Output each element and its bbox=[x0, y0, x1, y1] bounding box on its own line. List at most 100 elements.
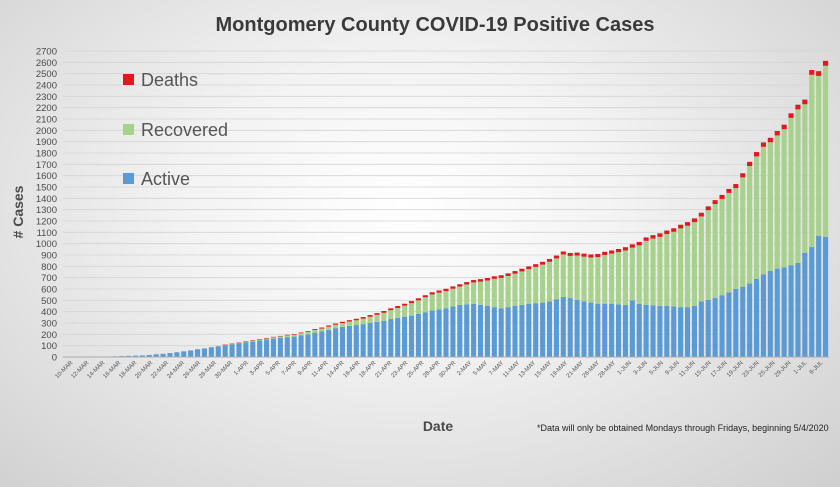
bar-deaths bbox=[574, 252, 580, 256]
bar-active bbox=[250, 341, 256, 357]
bar-active bbox=[802, 252, 808, 357]
bar-active bbox=[698, 301, 704, 357]
bar-deaths bbox=[560, 251, 566, 255]
bar-active bbox=[671, 306, 677, 357]
bar-active bbox=[360, 324, 366, 357]
bar-deaths bbox=[464, 282, 470, 285]
x-tick-label: 19-JUN bbox=[726, 360, 745, 379]
bar-recovered bbox=[781, 129, 787, 268]
bar-deaths bbox=[747, 161, 753, 167]
bar-active bbox=[719, 295, 725, 357]
bar-deaths bbox=[381, 310, 387, 313]
bar-active bbox=[733, 289, 739, 357]
bar-recovered bbox=[609, 253, 615, 304]
bar-recovered bbox=[698, 216, 704, 302]
legend-swatch-recovered bbox=[123, 124, 134, 135]
bar-deaths bbox=[346, 320, 352, 322]
bar-recovered bbox=[333, 324, 339, 329]
legend-label-active: Active bbox=[141, 169, 190, 189]
bar-recovered bbox=[788, 117, 794, 266]
bar-recovered bbox=[215, 345, 221, 347]
y-tick-label: 700 bbox=[41, 273, 57, 284]
bar-active bbox=[747, 283, 753, 357]
bar-recovered bbox=[519, 271, 525, 305]
bar-deaths bbox=[581, 253, 587, 257]
bar-deaths bbox=[298, 332, 304, 334]
bar-deaths bbox=[319, 327, 325, 329]
x-tick-label: 28-MAY bbox=[598, 360, 617, 379]
x-tick-label: 5-MAY bbox=[472, 360, 489, 377]
x-tick-label: 5-APR bbox=[265, 360, 282, 377]
x-tick-label: 6-JUL bbox=[809, 360, 825, 376]
footnote: *Data will only be obtained Mondays thro… bbox=[537, 423, 829, 433]
y-tick-label: 0 bbox=[52, 353, 57, 364]
bar-active bbox=[464, 304, 470, 357]
bar-deaths bbox=[443, 288, 449, 292]
bar-active bbox=[429, 310, 435, 357]
bar-deaths bbox=[684, 222, 691, 226]
y-tick-label: 1000 bbox=[36, 239, 57, 250]
bar-recovered bbox=[581, 256, 587, 302]
bar-deaths bbox=[284, 334, 290, 336]
bar-active bbox=[291, 336, 297, 357]
bar-deaths bbox=[326, 325, 332, 327]
bar-recovered bbox=[429, 294, 435, 311]
bar-recovered bbox=[339, 323, 346, 327]
x-tick-label: 5-JUN bbox=[649, 360, 665, 376]
bar-recovered bbox=[546, 261, 553, 302]
y-tick-label: 400 bbox=[41, 307, 57, 318]
y-tick-label: 2100 bbox=[36, 115, 57, 126]
bar-deaths bbox=[305, 331, 311, 332]
bar-recovered bbox=[505, 275, 511, 308]
y-tick-label: 2300 bbox=[36, 92, 57, 103]
bar-recovered bbox=[277, 336, 283, 338]
bar-active bbox=[477, 304, 484, 357]
bar-deaths bbox=[629, 244, 635, 248]
bar-active bbox=[422, 312, 428, 357]
bar-recovered bbox=[553, 258, 559, 300]
bar-active bbox=[402, 316, 408, 357]
bar-active bbox=[201, 348, 208, 357]
bar-recovered bbox=[443, 291, 449, 309]
x-tick-label: 29-JUN bbox=[774, 360, 793, 379]
bar-active bbox=[132, 355, 139, 357]
bar-active bbox=[443, 308, 449, 357]
bar-deaths bbox=[395, 306, 401, 308]
bar-active bbox=[346, 325, 352, 357]
x-tick-label: 17-JUN bbox=[710, 360, 729, 379]
bar-deaths bbox=[671, 228, 677, 232]
bar-recovered bbox=[201, 348, 208, 349]
bar-recovered bbox=[367, 316, 373, 323]
bar-active bbox=[622, 304, 628, 357]
bar-active bbox=[567, 298, 573, 357]
y-tick-label: 300 bbox=[41, 319, 57, 330]
bar-recovered bbox=[588, 257, 594, 303]
bar-deaths bbox=[270, 336, 277, 338]
bar-active bbox=[257, 340, 263, 357]
bar-active bbox=[229, 344, 235, 357]
bar-active bbox=[560, 296, 566, 357]
bar-active bbox=[650, 305, 656, 357]
y-tick-label: 2000 bbox=[36, 126, 57, 137]
x-tick-label: 25-JUN bbox=[758, 360, 777, 379]
bar-active bbox=[436, 309, 442, 357]
bar-deaths bbox=[788, 113, 794, 118]
bar-recovered bbox=[678, 228, 684, 308]
bar-recovered bbox=[346, 321, 352, 326]
bar-active bbox=[553, 299, 559, 357]
bar-deaths bbox=[678, 224, 684, 229]
bar-recovered bbox=[822, 65, 829, 237]
bar-active bbox=[188, 350, 194, 357]
bar-deaths bbox=[257, 339, 263, 340]
bar-recovered bbox=[498, 277, 504, 309]
bar-deaths bbox=[264, 337, 270, 339]
y-tick-label: 2600 bbox=[36, 58, 57, 69]
bar-recovered bbox=[512, 273, 518, 306]
bar-active bbox=[381, 320, 387, 357]
bar-active bbox=[691, 306, 697, 357]
bar-deaths bbox=[816, 71, 822, 76]
bar-deaths bbox=[243, 341, 249, 342]
x-tick-label: 15-JUN bbox=[694, 360, 713, 379]
bar-active bbox=[740, 286, 746, 357]
bar-deaths bbox=[291, 333, 297, 335]
